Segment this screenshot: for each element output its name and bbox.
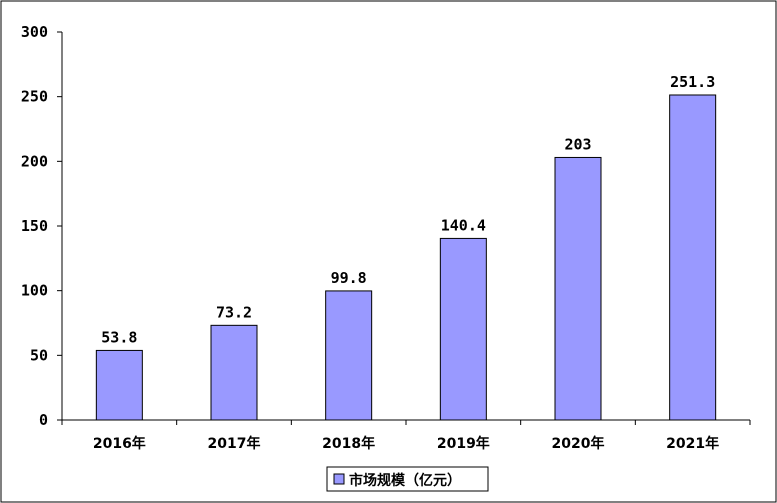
x-tick-label: 2019年 xyxy=(437,435,490,452)
data-label: 73.2 xyxy=(216,303,252,321)
y-tick-label: 150 xyxy=(21,217,48,235)
bars xyxy=(95,94,717,421)
legend-box xyxy=(326,466,489,492)
x-tick-label: 2020年 xyxy=(552,435,605,452)
data-label: 251.3 xyxy=(670,73,715,91)
bar xyxy=(669,94,717,421)
bar xyxy=(439,237,487,421)
bar xyxy=(554,156,602,421)
bar xyxy=(210,324,258,421)
data-label: 203 xyxy=(564,135,591,153)
y-tick-label: 300 xyxy=(21,23,48,41)
bar xyxy=(325,290,373,421)
y-tick-label: 50 xyxy=(30,346,48,364)
y-tick-label: 200 xyxy=(21,152,48,170)
data-label: 140.4 xyxy=(441,216,486,234)
x-tick-label: 2017年 xyxy=(208,435,261,452)
y-tick-label: 0 xyxy=(39,411,48,429)
x-tick-label: 2021年 xyxy=(666,435,719,452)
legend-swatch xyxy=(333,473,345,485)
axes: 0 50 100 150 200 250 300 2016年 2017年 2018年 2019年 20… xyxy=(21,23,751,452)
data-label: 99.8 xyxy=(331,269,367,287)
bar xyxy=(95,349,143,421)
legend: 市场规模（亿元） xyxy=(326,466,489,492)
data-labels: 53.8 73.2 99.8 140.4 203 251.3 xyxy=(101,73,715,346)
x-tick-label: 2016年 xyxy=(93,435,146,452)
legend-label: 市场规模（亿元） xyxy=(349,472,461,489)
data-label: 53.8 xyxy=(101,328,137,346)
y-tick-label: 100 xyxy=(21,282,48,300)
x-tick-label: 2018年 xyxy=(322,435,375,452)
y-tick-label: 250 xyxy=(21,88,48,106)
